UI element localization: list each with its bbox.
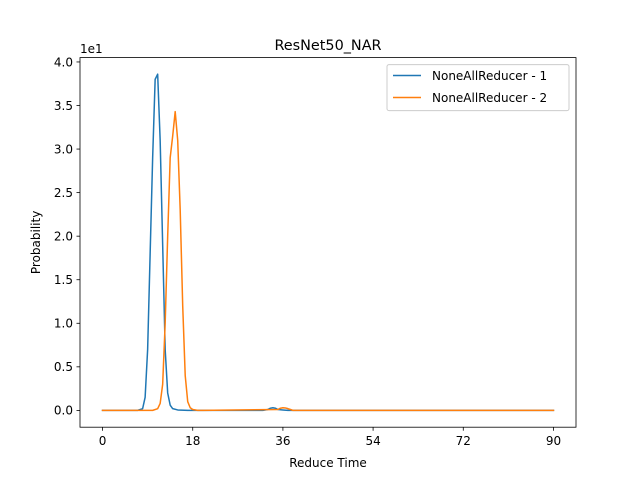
x-tick-label: 72: [456, 434, 471, 448]
plot-area-frame: [79, 57, 577, 428]
y-tick-label: 2.5: [54, 186, 73, 200]
y-tick-label: 0.5: [54, 360, 73, 374]
legend: NoneAllReducer - 1 NoneAllReducer - 2: [386, 64, 570, 112]
y-tick-label: 1.5: [54, 273, 73, 287]
y-tick-label: 4.0: [54, 55, 73, 69]
series-line-1: [101, 73, 555, 412]
y-axis-offset-label: 1e1: [80, 42, 103, 56]
legend-label-series-2: NoneAllReducer - 2: [432, 91, 547, 105]
legend-label-series-1: NoneAllReducer - 1: [432, 69, 547, 83]
x-tick-label: 90: [546, 434, 561, 448]
y-tick-label: 2.0: [54, 229, 73, 243]
y-axis-label: Probability: [29, 211, 43, 274]
y-tick-label: 1.0: [54, 317, 73, 331]
series-layer: [101, 73, 555, 412]
x-tick-label: 0: [99, 434, 107, 448]
x-axis-label: Reduce Time: [289, 456, 367, 470]
series-line-2: [101, 110, 555, 412]
y-tick-label: 3.5: [54, 99, 73, 113]
x-axis: 0 18 36 54 72 90: [99, 427, 561, 448]
y-axis: 0.0 0.5 1.0 1.5 2.0 2.5 3.0 3.5 4.0: [54, 55, 80, 418]
legend-box: [386, 64, 570, 112]
y-tick-label: 0.0: [54, 404, 73, 418]
x-tick-label: 54: [365, 434, 380, 448]
x-tick-label: 18: [185, 434, 200, 448]
x-tick-label: 36: [275, 434, 290, 448]
chart-title: ResNet50_NAR: [274, 38, 381, 54]
y-tick-label: 3.0: [54, 142, 73, 156]
